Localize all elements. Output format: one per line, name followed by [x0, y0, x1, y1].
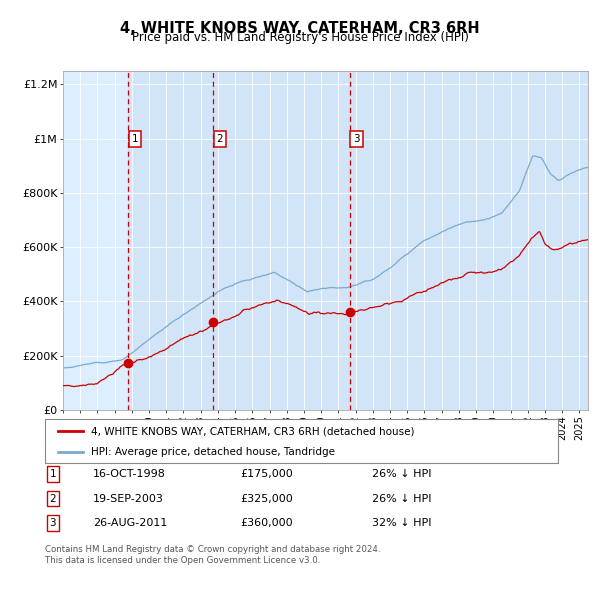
Bar	[213, 71, 350, 410]
Text: HPI: Average price, detached house, Tandridge: HPI: Average price, detached house, Tand…	[91, 447, 335, 457]
Text: 1: 1	[131, 134, 139, 143]
Text: Price paid vs. HM Land Registry's House Price Index (HPI): Price paid vs. HM Land Registry's House …	[131, 31, 469, 44]
Text: £360,000: £360,000	[240, 519, 293, 528]
Text: This data is licensed under the Open Government Licence v3.0.: This data is licensed under the Open Gov…	[45, 556, 320, 565]
Text: 32% ↓ HPI: 32% ↓ HPI	[372, 519, 431, 528]
Text: 1: 1	[49, 469, 56, 478]
Text: 26% ↓ HPI: 26% ↓ HPI	[372, 469, 431, 478]
Text: 16-OCT-1998: 16-OCT-1998	[93, 469, 166, 478]
Bar	[128, 71, 213, 410]
FancyBboxPatch shape	[45, 419, 558, 463]
Text: 26-AUG-2011: 26-AUG-2011	[93, 519, 167, 528]
Text: 4, WHITE KNOBS WAY, CATERHAM, CR3 6RH (detached house): 4, WHITE KNOBS WAY, CATERHAM, CR3 6RH (d…	[91, 427, 415, 436]
Text: 3: 3	[353, 134, 359, 143]
Bar	[350, 71, 588, 410]
Text: 2: 2	[217, 134, 223, 143]
Text: £175,000: £175,000	[240, 469, 293, 478]
Text: £325,000: £325,000	[240, 494, 293, 503]
Text: 4, WHITE KNOBS WAY, CATERHAM, CR3 6RH: 4, WHITE KNOBS WAY, CATERHAM, CR3 6RH	[120, 21, 480, 35]
Text: 26% ↓ HPI: 26% ↓ HPI	[372, 494, 431, 503]
Text: Contains HM Land Registry data © Crown copyright and database right 2024.: Contains HM Land Registry data © Crown c…	[45, 545, 380, 555]
Bar	[582, 71, 588, 410]
Text: 19-SEP-2003: 19-SEP-2003	[93, 494, 164, 503]
Text: 2: 2	[49, 494, 56, 503]
Text: 3: 3	[49, 519, 56, 528]
